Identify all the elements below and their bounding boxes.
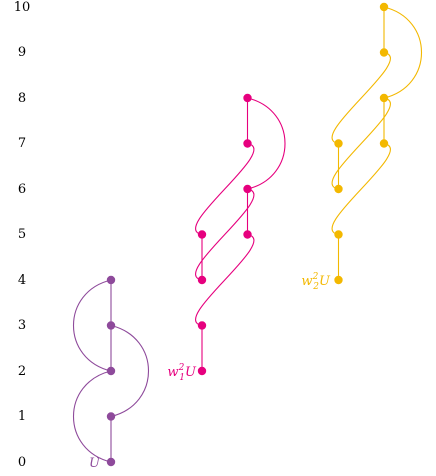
curved-edge bbox=[331, 97, 391, 190]
node-point bbox=[197, 275, 207, 285]
y-label-3: 3 bbox=[18, 318, 26, 333]
y-label-2: 2 bbox=[18, 364, 26, 379]
node-point bbox=[334, 275, 343, 285]
y-label-7: 7 bbox=[18, 136, 26, 151]
node-point bbox=[334, 139, 343, 148]
curved-edge bbox=[72, 370, 112, 463]
y-label-10: 10 bbox=[14, 0, 31, 15]
node-point bbox=[243, 230, 252, 239]
node-point bbox=[379, 93, 389, 103]
curved-edge bbox=[195, 188, 255, 281]
node-point bbox=[197, 321, 207, 330]
node-point bbox=[197, 230, 207, 239]
label-u: U bbox=[89, 456, 101, 471]
group-u bbox=[72, 275, 150, 467]
node-point bbox=[379, 139, 389, 148]
node-point bbox=[379, 2, 389, 12]
node-point bbox=[379, 48, 389, 57]
y-label-1: 1 bbox=[18, 409, 26, 424]
node-point bbox=[106, 457, 116, 467]
node-point bbox=[243, 93, 252, 103]
node-point bbox=[334, 184, 343, 194]
node-point bbox=[106, 321, 116, 330]
node-point bbox=[334, 230, 343, 239]
curved-edge bbox=[331, 142, 391, 236]
group-w2-squared-u bbox=[331, 2, 423, 285]
node-point bbox=[106, 412, 116, 421]
y-label-6: 6 bbox=[18, 182, 26, 197]
group-w1-squared-u bbox=[195, 93, 286, 376]
node-point bbox=[243, 184, 252, 194]
curved-edge bbox=[383, 6, 423, 99]
y-label-8: 8 bbox=[18, 91, 26, 106]
curved-edge bbox=[72, 279, 112, 372]
node-point bbox=[106, 366, 116, 376]
y-label-0: 0 bbox=[18, 455, 26, 470]
node-point bbox=[243, 139, 252, 148]
y-label-4: 4 bbox=[18, 273, 26, 288]
y-label-9: 9 bbox=[18, 45, 26, 60]
y-label-5: 5 bbox=[18, 227, 26, 242]
label-w1-squared-u: w2 1U bbox=[167, 363, 197, 383]
node-point bbox=[197, 366, 207, 376]
curved-edge bbox=[247, 97, 286, 190]
curved-edge bbox=[195, 233, 255, 327]
curved-edge bbox=[195, 142, 255, 236]
node-point bbox=[106, 275, 116, 285]
y-axis-labels: 0 1 2 3 4 5 6 7 8 9 10 bbox=[14, 0, 31, 470]
curved-edge bbox=[331, 51, 391, 145]
curved-edge bbox=[110, 324, 150, 418]
label-w2-squared-u: w2 2U bbox=[301, 272, 331, 292]
